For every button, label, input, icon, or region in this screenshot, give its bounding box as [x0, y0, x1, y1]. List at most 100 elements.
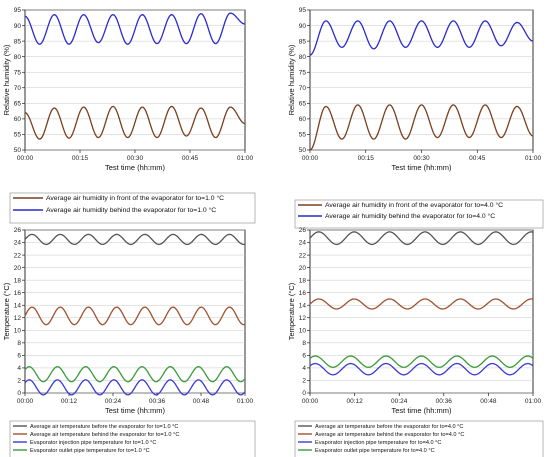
legend-entry: Average air temperature behind the evapo… [30, 432, 179, 438]
y-tick-label: 50 [299, 147, 307, 154]
x-tick-label: 00:48 [193, 398, 210, 405]
y-tick-label: 24 [299, 240, 307, 247]
y-tick-label: 75 [14, 69, 22, 76]
series-line-3 [24, 366, 246, 383]
x-tick-label: 00:12 [61, 398, 78, 405]
y-tick-label: 95 [14, 7, 22, 14]
x-tick-label: 00:15 [358, 155, 375, 162]
y-tick-label: 75 [299, 69, 307, 76]
x-axis-label: Test time (hh:mm) [391, 163, 452, 172]
y-tick-label: 10 [299, 328, 307, 335]
series-line-1 [309, 298, 534, 310]
x-tick-label: 01:00 [237, 155, 254, 162]
x-tick-label: 00:30 [413, 155, 430, 162]
x-tick-label: 00:45 [182, 155, 199, 162]
plot-frame [309, 229, 534, 394]
x-tick-label: 00:00 [17, 155, 34, 162]
y-tick-label: 20 [14, 265, 22, 272]
y-tick-label: 10 [14, 328, 22, 335]
legend-box [9, 420, 256, 457]
y-tick-label: 70 [14, 85, 22, 92]
legend-entry: Average air humidity in front of the eva… [325, 201, 503, 209]
y-tick-label: 8 [302, 340, 306, 347]
legend-entry: Average air humidity in front of the eva… [46, 194, 224, 202]
y-tick-label: 60 [14, 116, 22, 123]
x-tick-label: 00:36 [436, 398, 453, 405]
y-tick-label: 22 [299, 252, 307, 259]
y-tick-label: 2 [17, 378, 21, 385]
y-tick-label: 80 [14, 54, 22, 61]
x-tick-label: 00:15 [72, 155, 89, 162]
x-tick-label: 00:30 [127, 155, 144, 162]
series-line-0 [24, 105, 246, 140]
y-tick-label: 22 [14, 252, 22, 259]
y-tick-label: 16 [14, 290, 22, 297]
series-line-0 [309, 231, 534, 246]
chart-panel-bottom-right [294, 229, 544, 457]
legend-entry: Evaporator injection pipe temperature fo… [315, 440, 441, 446]
y-tick-label: 0 [17, 390, 21, 397]
series-line-2 [309, 362, 534, 376]
series-line-1 [24, 12, 246, 45]
legend-entry: Evaporator injection pipe temperature fo… [30, 440, 156, 446]
legend-box [294, 420, 544, 457]
y-tick-label: 80 [299, 54, 307, 61]
x-tick-label: 00:36 [149, 398, 166, 405]
legend-entry: Evaporator outlet pipe temperature for t… [315, 448, 435, 454]
x-tick-label: 00:00 [302, 398, 319, 405]
y-tick-label: 6 [302, 353, 306, 360]
y-tick-label: 18 [14, 277, 22, 284]
y-tick-label: 95 [299, 7, 307, 14]
y-tick-label: 20 [299, 265, 307, 272]
legend-entry: Evaporator outlet pipe temperature for t… [30, 448, 150, 454]
y-tick-label: 12 [299, 315, 307, 322]
chart-panel-bottom-left [9, 229, 256, 457]
legend-entry: Average air temperature before the evapo… [315, 424, 463, 430]
y-tick-label: 85 [299, 38, 307, 45]
series-line-0 [309, 104, 534, 151]
x-tick-label: 00:12 [346, 398, 363, 405]
x-tick-label: 00:00 [302, 155, 319, 162]
y-axis-label: Relative humidity (%) [287, 44, 296, 115]
y-tick-label: 90 [299, 23, 307, 30]
y-tick-label: 6 [17, 353, 21, 360]
y-tick-label: 65 [14, 101, 22, 108]
chart-panel-top-left [9, 9, 256, 224]
y-tick-label: 55 [299, 132, 307, 139]
y-tick-label: 14 [299, 302, 307, 309]
x-tick-label: 00:24 [105, 398, 122, 405]
y-tick-label: 50 [14, 147, 22, 154]
y-tick-label: 8 [17, 340, 21, 347]
legend-entry: Average air humidity behind the evaporat… [46, 206, 216, 214]
series-line-3 [309, 355, 534, 368]
y-tick-label: 26 [14, 227, 22, 234]
chart-panel-top-right [294, 9, 544, 229]
y-tick-label: 0 [302, 390, 306, 397]
y-axis-label: Temperature (°C) [2, 282, 11, 340]
y-tick-label: 24 [14, 240, 22, 247]
y-tick-label: 18 [299, 277, 307, 284]
y-tick-label: 26 [299, 227, 307, 234]
y-tick-label: 2 [302, 378, 306, 385]
x-tick-label: 00:24 [391, 398, 408, 405]
plot-frame [309, 9, 534, 151]
series-line-1 [24, 306, 246, 326]
legend-entry: Average air temperature before the evapo… [30, 424, 178, 430]
x-tick-label: 01:00 [525, 398, 542, 405]
y-tick-label: 90 [14, 23, 22, 30]
x-axis-label: Test time (hh:mm) [105, 406, 166, 415]
y-tick-label: 12 [14, 315, 22, 322]
x-tick-label: 00:48 [480, 398, 497, 405]
legend-box [294, 199, 544, 229]
series-line-0 [24, 233, 246, 246]
x-axis-label: Test time (hh:mm) [391, 406, 452, 415]
y-tick-label: 55 [14, 132, 22, 139]
y-axis-label: Temperature (°C) [287, 282, 296, 340]
y-tick-label: 4 [17, 365, 21, 372]
legend-entry: Average air temperature behind the evapo… [315, 432, 464, 438]
y-tick-label: 65 [299, 101, 307, 108]
plot-frame [24, 229, 246, 394]
x-tick-label: 01:00 [525, 155, 542, 162]
x-tick-label: 00:45 [469, 155, 486, 162]
